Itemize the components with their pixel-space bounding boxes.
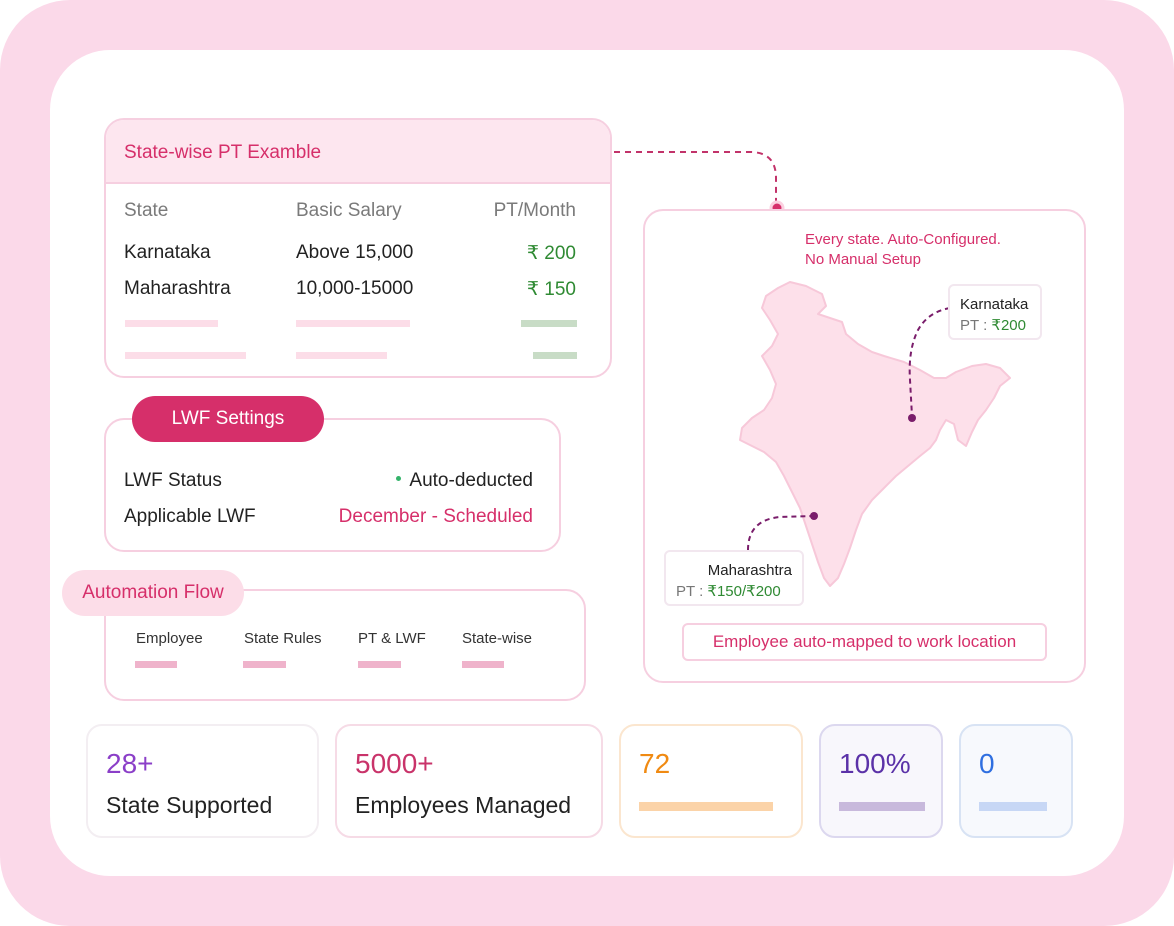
applicable-lwf-label: Applicable LWF	[124, 506, 256, 527]
lwf-status-text: Auto-deducted	[409, 470, 533, 491]
stat-label: State Supported	[106, 792, 273, 818]
placeholder-bar	[533, 352, 577, 359]
flow-step-state-rules: State Rules	[244, 630, 322, 647]
karnataka-pt-value: ₹200	[991, 317, 1026, 334]
stat-label: Employees Managed	[355, 792, 572, 818]
maharashtra-connector	[747, 515, 813, 551]
karnataka-dot	[908, 414, 916, 422]
karnataka-connector	[908, 307, 951, 417]
maharashtra-tag: Maharashtra PT : ₹150/₹200	[664, 550, 804, 606]
maharashtra-tag-name: Maharashtra	[707, 562, 792, 579]
stat-card-employees: 5000+ Employees Managed	[335, 724, 603, 838]
col-header-pt: PT/Month	[493, 200, 576, 221]
stat-card-100: 100%	[819, 724, 943, 838]
india-map-shape	[739, 281, 1011, 587]
pt-table-card: State-wise PT Examble State Basic Salary…	[104, 118, 612, 378]
maharashtra-tag-pt: PT : ₹150/₹200	[676, 582, 781, 600]
stat-value: 0	[979, 748, 995, 779]
flow-step-bar	[358, 661, 401, 668]
stat-bar	[639, 802, 773, 811]
stat-value: 100%	[839, 748, 911, 779]
row2-salary: 10,000-15000	[296, 278, 414, 299]
lwf-status-label: LWF Status	[124, 470, 222, 491]
placeholder-bar	[521, 320, 577, 327]
stat-value: 28+	[106, 748, 154, 779]
stat-bar	[839, 802, 925, 811]
map-tagline-1: Every state. Auto-Configured.	[805, 231, 1001, 248]
flow-step-employee: Employee	[136, 630, 203, 647]
stat-value: 72	[639, 748, 671, 779]
lwf-status-value: Auto-deducted	[396, 470, 533, 492]
stat-card-0: 0	[959, 724, 1073, 838]
row2-state: Maharashtra	[124, 278, 231, 299]
row1-pt: ₹ 200	[526, 243, 576, 264]
col-header-salary: Basic Salary	[296, 200, 402, 221]
flow-step-state-wise: State-wise	[462, 630, 533, 647]
applicable-lwf-value: December - Scheduled	[338, 506, 533, 527]
flow-step-pt-lwf: PT & LWF	[358, 630, 426, 647]
pt-table-title: State-wise PT Examble	[124, 142, 322, 163]
stat-card-72: 72	[619, 724, 803, 838]
col-header-state: State	[124, 200, 169, 221]
auto-mapped-location-button[interactable]: Employee auto-mapped to work location	[682, 623, 1047, 661]
stat-card-states: 28+ State Supported	[86, 724, 319, 838]
row1-salary: Above 15,000	[296, 242, 414, 263]
row2-pt: ₹ 150	[526, 279, 576, 300]
maharashtra-pt-label: PT :	[676, 583, 708, 600]
karnataka-tag-name: Karnataka	[960, 296, 1029, 313]
flow-step-bar	[135, 661, 177, 668]
status-dot-icon	[396, 476, 402, 482]
placeholder-bar	[125, 352, 246, 359]
flow-step-bar	[243, 661, 286, 668]
stat-bar	[979, 802, 1047, 811]
map-tagline-2: No Manual Setup	[805, 251, 921, 268]
lwf-settings-pill[interactable]: LWF Settings	[132, 396, 324, 442]
stat-value: 5000+	[355, 748, 434, 779]
pt-to-map-connector	[614, 151, 777, 206]
karnataka-tag: Karnataka PT : ₹200	[948, 284, 1042, 340]
placeholder-bar	[125, 320, 218, 327]
row1-state: Karnataka	[124, 242, 211, 263]
placeholder-bar	[296, 352, 387, 359]
karnataka-tag-pt: PT : ₹200	[960, 316, 1026, 334]
flow-step-bar	[462, 661, 504, 668]
maharashtra-pt-value: ₹150/₹200	[707, 583, 781, 600]
automation-flow-pill[interactable]: Automation Flow	[62, 570, 244, 616]
karnataka-pt-label: PT :	[960, 317, 992, 334]
maharashtra-dot	[810, 512, 818, 520]
pt-table-header: State-wise PT Examble	[106, 120, 610, 184]
placeholder-bar	[296, 320, 410, 327]
